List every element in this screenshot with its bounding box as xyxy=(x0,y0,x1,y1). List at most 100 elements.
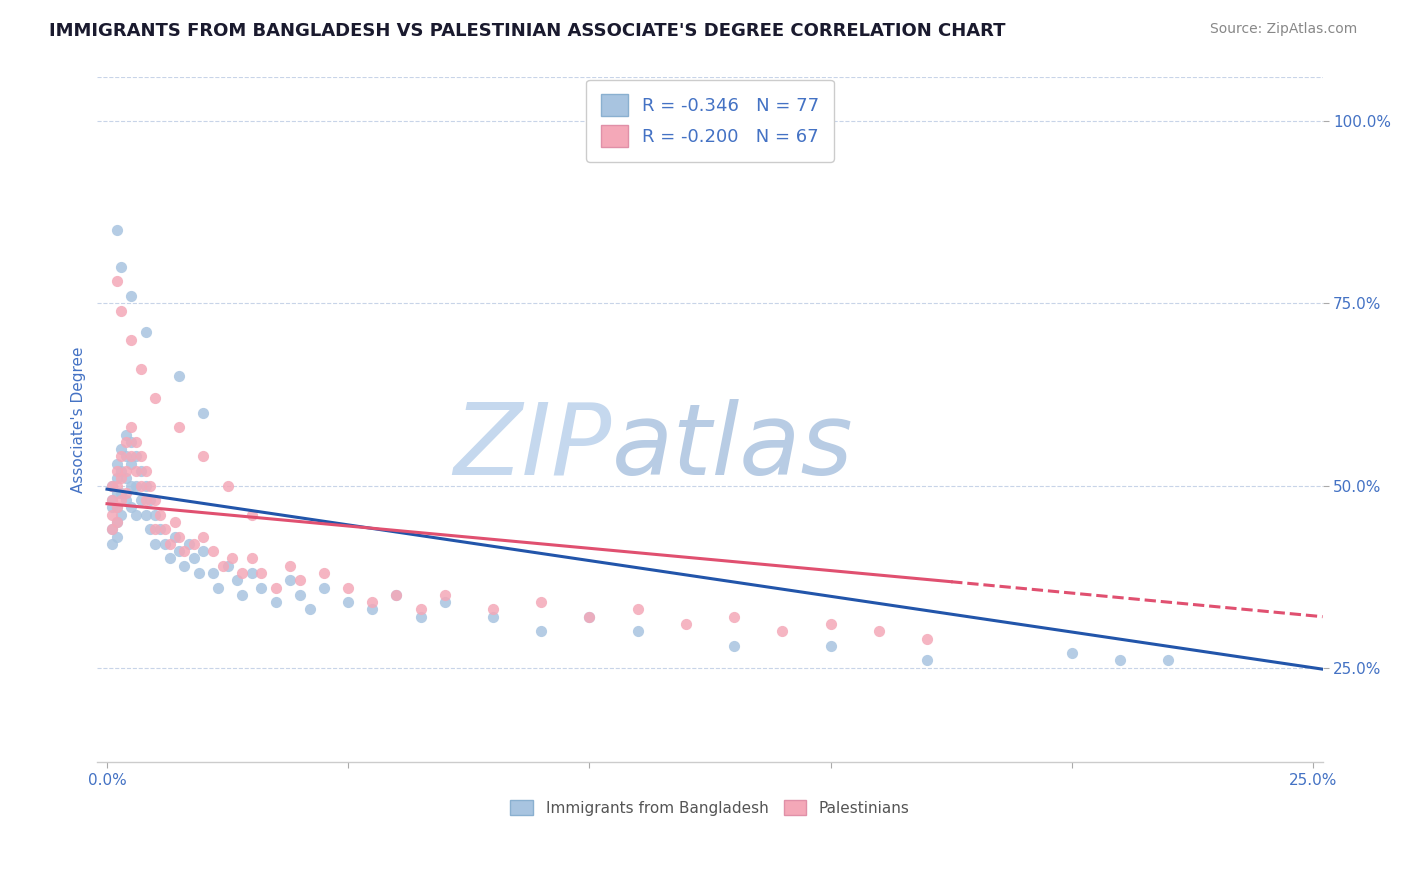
Point xyxy=(115,427,138,442)
Point xyxy=(115,434,138,449)
Point xyxy=(770,624,793,639)
Legend: Immigrants from Bangladesh, Palestinians: Immigrants from Bangladesh, Palestinians xyxy=(503,792,917,823)
Point xyxy=(626,624,648,639)
Point xyxy=(101,478,124,492)
Point xyxy=(409,602,432,616)
Point xyxy=(159,551,181,566)
Point xyxy=(433,595,456,609)
Point xyxy=(105,515,128,529)
Point xyxy=(530,624,553,639)
Point xyxy=(193,544,215,558)
Point xyxy=(110,464,132,478)
Point xyxy=(110,442,132,456)
Point xyxy=(110,303,132,318)
Point xyxy=(135,464,157,478)
Point xyxy=(110,450,132,464)
Point xyxy=(226,574,249,588)
Point xyxy=(530,595,553,609)
Point xyxy=(240,508,263,522)
Point xyxy=(143,522,166,536)
Point xyxy=(125,464,148,478)
Point xyxy=(183,537,205,551)
Point xyxy=(578,609,600,624)
Point xyxy=(105,223,128,237)
Point xyxy=(115,471,138,485)
Point xyxy=(1157,653,1180,667)
Point xyxy=(115,450,138,464)
Point xyxy=(187,566,209,580)
Point xyxy=(337,595,360,609)
Point xyxy=(139,493,162,508)
Point xyxy=(129,464,152,478)
Point xyxy=(288,574,311,588)
Point xyxy=(120,420,142,434)
Point xyxy=(217,558,239,573)
Point xyxy=(202,566,225,580)
Point xyxy=(143,537,166,551)
Point xyxy=(105,500,128,515)
Point xyxy=(221,551,243,566)
Point xyxy=(101,522,124,536)
Point xyxy=(433,588,456,602)
Point xyxy=(207,581,229,595)
Point xyxy=(183,551,205,566)
Point xyxy=(278,574,301,588)
Point xyxy=(120,457,142,471)
Point xyxy=(115,464,138,478)
Point xyxy=(385,588,408,602)
Point xyxy=(312,566,335,580)
Point xyxy=(120,450,142,464)
Point xyxy=(120,289,142,303)
Y-axis label: Associate's Degree: Associate's Degree xyxy=(72,347,86,493)
Point xyxy=(135,326,157,340)
Point xyxy=(193,406,215,420)
Point xyxy=(250,581,273,595)
Point xyxy=(264,595,287,609)
Point xyxy=(125,478,148,492)
Point xyxy=(125,434,148,449)
Point xyxy=(105,478,128,492)
Point xyxy=(105,485,128,500)
Point xyxy=(105,471,128,485)
Point xyxy=(105,500,128,515)
Point xyxy=(149,522,172,536)
Point xyxy=(125,450,148,464)
Point xyxy=(101,537,124,551)
Point xyxy=(202,544,225,558)
Point xyxy=(264,581,287,595)
Point xyxy=(105,457,128,471)
Point xyxy=(278,558,301,573)
Point xyxy=(120,333,142,347)
Point xyxy=(312,581,335,595)
Point xyxy=(139,478,162,492)
Point xyxy=(1109,653,1132,667)
Point xyxy=(149,508,172,522)
Point xyxy=(482,602,505,616)
Point xyxy=(626,602,648,616)
Point xyxy=(101,493,124,508)
Text: Source: ZipAtlas.com: Source: ZipAtlas.com xyxy=(1209,22,1357,37)
Point xyxy=(193,450,215,464)
Point xyxy=(143,493,166,508)
Point xyxy=(163,515,186,529)
Point xyxy=(135,508,157,522)
Point xyxy=(110,508,132,522)
Point xyxy=(723,639,745,653)
Point xyxy=(101,522,124,536)
Point xyxy=(135,493,157,508)
Point xyxy=(115,485,138,500)
Point xyxy=(169,529,191,543)
Point xyxy=(173,558,195,573)
Point xyxy=(129,450,152,464)
Point xyxy=(129,478,152,492)
Point xyxy=(101,493,124,508)
Point xyxy=(105,275,128,289)
Point xyxy=(361,595,384,609)
Point xyxy=(143,508,166,522)
Point xyxy=(101,508,124,522)
Point xyxy=(159,537,181,551)
Point xyxy=(193,529,215,543)
Point xyxy=(110,260,132,274)
Point xyxy=(385,588,408,602)
Point xyxy=(288,588,311,602)
